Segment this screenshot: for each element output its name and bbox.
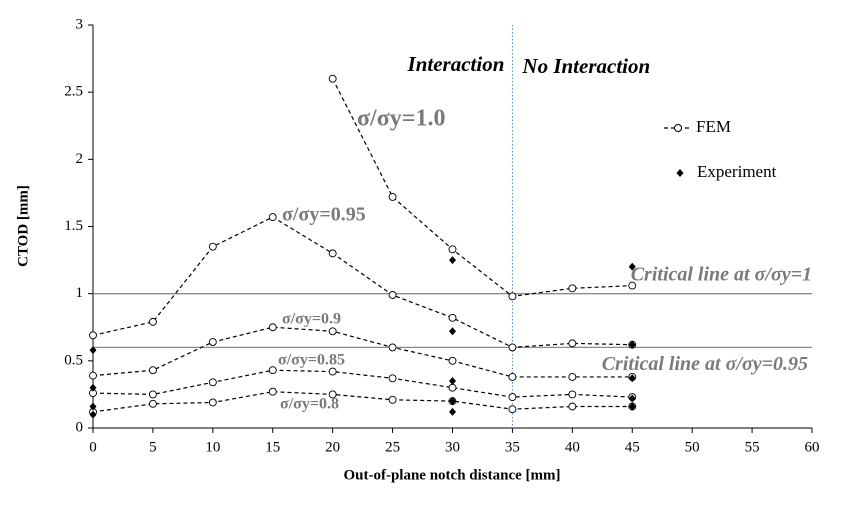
fem-point: [508, 373, 517, 381]
fem-point: [448, 313, 457, 322]
experiment-point: [449, 376, 456, 385]
x-tick-label: 10: [205, 439, 220, 455]
y-tick-label: 0: [76, 419, 84, 435]
fem-point: [268, 213, 277, 222]
x-tick-label: 40: [565, 439, 580, 455]
fem-point: [328, 249, 337, 258]
fem-point: [508, 292, 517, 301]
y-tick-label: 2.5: [64, 84, 83, 100]
fem-point: [448, 383, 457, 392]
y-tick-label: 0.5: [64, 352, 83, 368]
y-tick-label: 2: [76, 151, 84, 167]
experiment-point: [449, 256, 456, 265]
fem-point: [148, 399, 157, 408]
x-tick-label: 30: [445, 439, 460, 455]
curve-label: σ/σy=0.95: [282, 204, 366, 226]
fem-point: [508, 393, 517, 402]
fem-point: [388, 395, 397, 404]
fem-line: [92, 369, 633, 398]
x-tick-label: 55: [745, 439, 760, 455]
fem-point: [208, 398, 217, 407]
x-tick-label: 35: [505, 439, 520, 455]
fem-line: [332, 78, 633, 297]
curve-label: σ/σy=0.85: [278, 352, 345, 369]
experiment-point: [89, 410, 97, 419]
fem-point: [148, 317, 157, 326]
fem-point: [148, 390, 157, 399]
y-tick-label: 3: [76, 16, 84, 32]
curve-label: σ/σy=0.9: [282, 311, 341, 328]
x-axis-title: Out-of-plane notch distance [mm]: [343, 467, 560, 483]
region-label: Interaction: [407, 52, 505, 76]
x-tick-label: 60: [805, 439, 820, 455]
legend-symbol: [674, 124, 682, 132]
fem-point: [508, 343, 517, 352]
fem-point: [568, 390, 577, 399]
legend-label: Experiment: [697, 162, 777, 181]
legend-symbol: [676, 169, 684, 177]
fem-point: [208, 338, 217, 346]
fem-point: [388, 343, 397, 352]
x-tick-label: 0: [89, 439, 97, 455]
fem-line: [92, 216, 633, 349]
fem-point: [328, 390, 337, 399]
fem-point: [148, 366, 157, 375]
fem-point: [568, 402, 577, 411]
region-label: No Interaction: [521, 54, 650, 78]
experiment-point: [449, 327, 456, 336]
fem-point: [568, 339, 577, 348]
fem-point: [208, 242, 217, 251]
curve-label: σ/σy=1.0: [357, 106, 445, 132]
fem-point: [628, 281, 637, 290]
experiment-point: [628, 262, 636, 271]
fem-point: [268, 323, 277, 332]
fem-point: [388, 374, 397, 383]
experiment-point: [89, 383, 97, 392]
fem-point: [268, 387, 277, 396]
fem-point: [89, 371, 97, 380]
x-tick-label: 50: [685, 439, 700, 455]
fem-point: [328, 367, 337, 376]
x-tick-label: 45: [625, 439, 640, 455]
y-axis-title: CTOD [mm]: [15, 185, 31, 267]
fem-point: [448, 356, 457, 365]
experiment-point: [449, 407, 456, 416]
fem-point: [208, 378, 217, 387]
experiment-point: [89, 346, 97, 355]
x-tick-label: 5: [149, 439, 157, 455]
y-tick-label: 1.5: [64, 218, 83, 234]
fem-point: [388, 291, 397, 299]
critical-line-label: Critical line at σ/σy=1: [631, 263, 812, 285]
fem-point: [508, 405, 517, 414]
x-tick-label: 15: [265, 439, 280, 455]
fem-point: [568, 373, 577, 381]
fem-point: [388, 192, 397, 201]
experiment-point: [628, 402, 636, 411]
y-tick-label: 1: [76, 285, 84, 301]
fem-point: [568, 284, 577, 293]
fem-point: [89, 331, 97, 340]
x-tick-label: 25: [385, 439, 400, 455]
fem-point: [328, 327, 337, 336]
curve-label: σ/σy=0.8: [280, 396, 339, 413]
legend-label: FEM: [696, 117, 731, 136]
experiment-point: [89, 402, 97, 411]
fem-point: [268, 366, 277, 375]
fem-line: [92, 391, 633, 413]
experiment-point: [628, 394, 636, 403]
fem-point: [328, 74, 337, 83]
critical-line-label: Critical line at σ/σy=0.95: [602, 353, 808, 375]
experiment-point: [628, 340, 636, 349]
fem-line: [92, 326, 633, 378]
x-tick-label: 20: [325, 439, 340, 455]
fem-point: [448, 245, 457, 254]
experiment-point: [449, 397, 456, 406]
experiment-point: [628, 374, 636, 383]
